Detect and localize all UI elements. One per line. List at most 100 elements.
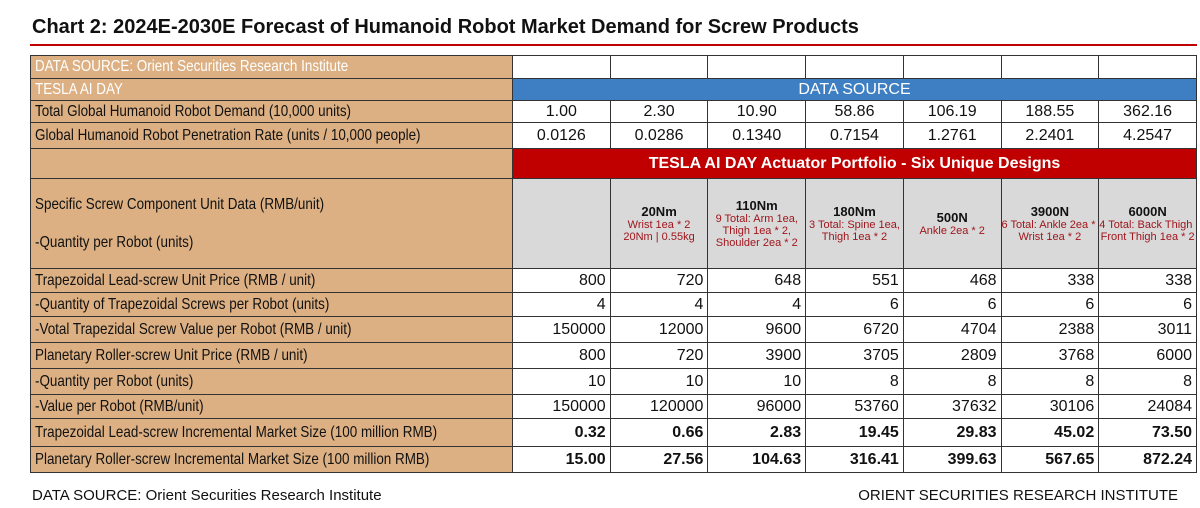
row-label-text: -Value per Robot (RMB/unit): [35, 397, 204, 415]
value-cell: 27.56: [609, 446, 709, 473]
design: 20Nm Wrist 1ea * 2 20Nm | 0.55kg: [609, 178, 709, 269]
row-label: -Votal Trapezidal Screw Value per Robot …: [30, 316, 513, 343]
value-cell: 6: [805, 292, 904, 317]
row-label: Trapezoidal Lead-screw Unit Price (RMB /…: [30, 268, 513, 293]
table-row: TESLA AI DAY Actuator Portfolio - Six Un…: [30, 148, 1197, 179]
value-cell: 468: [902, 268, 1002, 293]
design-name: 20Nm: [641, 204, 677, 219]
table-row: Specific Screw Component Unit Data (RMB/…: [30, 178, 1197, 269]
design-label: Specific Screw Component Unit Data (RMB/…: [35, 186, 508, 224]
design-name: 500N: [936, 210, 968, 225]
value-cell: 8: [805, 368, 904, 395]
table-row: -Value per Robot (RMB/unit) 150000 120000 9…: [30, 394, 1197, 419]
value-cell: 53760: [805, 394, 904, 419]
year-header: 2029E: [1000, 55, 1100, 79]
value-cell: 6000: [1098, 342, 1197, 369]
row-label-text: DATA SOURCE: Orient Securities Research …: [35, 58, 349, 75]
table-row: Planetary Roller-screw Incremental Marke…: [30, 446, 1197, 473]
design-name: 180Nm: [833, 204, 876, 219]
value-cell: 0.0286: [609, 122, 709, 149]
value-cell: 2.83: [707, 418, 807, 447]
value-cell: 4: [707, 292, 807, 317]
value-cell: 8: [1000, 368, 1100, 395]
title: Chart 2: 2024E-2030E Forecast of Humanoi…: [32, 16, 859, 38]
value-cell: 316.41: [805, 446, 904, 473]
value-cell: 720: [609, 268, 709, 293]
value-cell: 6720: [805, 316, 904, 343]
value-cell: 567.65: [1000, 446, 1100, 473]
value-cell: 4704: [902, 316, 1002, 343]
value-cell: 188.55: [1000, 100, 1100, 123]
row-label-text: Total Global Humanoid Robot Demand (10,0…: [35, 102, 352, 120]
value-cell: 45.02: [1000, 418, 1100, 447]
table-row: DATA SOURCE: Orient Securities Research …: [30, 55, 1197, 79]
table-row: -Quantity of Trapezoidal Screws per Robo…: [30, 292, 1197, 317]
table-row: Trapezoidal Lead-screw Unit Price (RMB /…: [30, 268, 1197, 293]
value-cell: 150000: [512, 394, 611, 419]
year-header: 2024E: [512, 55, 611, 79]
year-header: 2028E: [902, 55, 1002, 79]
value-cell: 2.30: [609, 100, 709, 123]
value-cell: 106.19: [902, 100, 1002, 123]
design: 180Nm 3 Total: Spine 1ea, Thigh 1ea * 2: [805, 178, 904, 269]
value-cell: 150000: [512, 316, 611, 343]
design: 500N Ankle 2ea * 2: [902, 178, 1002, 269]
design-note: 9 Total: Arm 1ea,: [715, 213, 798, 225]
value-cell: 3768: [1000, 342, 1100, 369]
value-cell: 10.90: [707, 100, 807, 123]
row-label: -Quantity per Robot (units): [30, 368, 513, 395]
footer-left: DATA SOURCE: Orient Securities Research …: [32, 487, 382, 504]
value-cell: 4.2547: [1098, 122, 1197, 149]
table-row: Planetary Roller-screw Unit Price (RMB /…: [30, 342, 1197, 369]
value-cell: 2809: [902, 342, 1002, 369]
row-label-text: Trapezoidal Lead-screw Incremental Marke…: [35, 423, 438, 441]
title-rule: [30, 44, 1197, 46]
value-cell: 399.63: [902, 446, 1002, 473]
row-label-text: Trapezoidal Lead-screw Unit Price (RMB /…: [35, 271, 316, 289]
design: [512, 178, 611, 269]
design-label: -Quantity per Robot (units): [35, 224, 508, 262]
row-label-text: -Quantity of Trapezoidal Screws per Robo…: [35, 295, 330, 313]
design: 110Nm 9 Total: Arm 1ea, Thigh 1ea * 2, Shou…: [707, 178, 807, 269]
table-row: Trapezoidal Lead-screw Incremental Marke…: [30, 418, 1197, 447]
value-cell: 10: [609, 368, 709, 395]
row-label-text: Planetary Roller-screw Unit Price (RMB /…: [35, 346, 308, 364]
value-cell: 800: [512, 342, 611, 369]
value-cell: 648: [707, 268, 807, 293]
value-cell: 1.2761: [902, 122, 1002, 149]
footer-right: ORIENT SECURITIES RESEARCH INSTITUTE: [858, 487, 1178, 504]
value-cell: 6: [1098, 292, 1197, 317]
value-cell: 1.00: [512, 100, 611, 123]
row-label-text: TESLA AI DAY: [35, 80, 123, 98]
table: DATA SOURCE: Orient Securities Research …: [30, 55, 1197, 473]
value-cell: 551: [805, 268, 904, 293]
value-cell: 9600: [707, 316, 807, 343]
value-cell: 362.16: [1098, 100, 1197, 123]
value-cell: 800: [512, 268, 611, 293]
value-cell: 720: [609, 342, 709, 369]
year-header: 2025E: [609, 55, 709, 79]
value-cell: 58.86: [805, 100, 904, 123]
table-row: Global Humanoid Robot Penetration Rate (…: [30, 122, 1197, 149]
value-cell: 12000: [609, 316, 709, 343]
design-name: 110Nm: [735, 198, 778, 213]
design-name: 6000N: [1128, 204, 1167, 219]
row-label-text: Planetary Roller-screw Incremental Marke…: [35, 450, 430, 468]
design-note: 3 Total: Spine 1ea,: [809, 219, 900, 231]
value-cell: 6: [1000, 292, 1100, 317]
row-label: Specific Screw Component Unit Data (RMB/…: [30, 178, 513, 269]
design-note: 4 Total: Back Thigh 1ea * 2,: [1099, 219, 1196, 231]
row-label: Trapezoidal Lead-screw Incremental Marke…: [30, 418, 513, 447]
table-row: Total Global Humanoid Robot Demand (10,0…: [30, 100, 1197, 123]
design-label-text: -Quantity per Robot (units): [35, 233, 194, 251]
row-label-text: Global Humanoid Robot Penetration Rate (…: [35, 126, 421, 144]
value-cell: 8: [902, 368, 1002, 395]
row-label: Global Humanoid Robot Penetration Rate (…: [30, 122, 513, 149]
row-label-text: -Votal Trapezidal Screw Value per Robot …: [35, 320, 352, 338]
row-label: Total Global Humanoid Robot Demand (10,0…: [30, 100, 513, 123]
row-label: [30, 148, 513, 179]
value-cell: 3900: [707, 342, 807, 369]
value-cell: 30106: [1000, 394, 1100, 419]
value-cell: 4: [609, 292, 709, 317]
